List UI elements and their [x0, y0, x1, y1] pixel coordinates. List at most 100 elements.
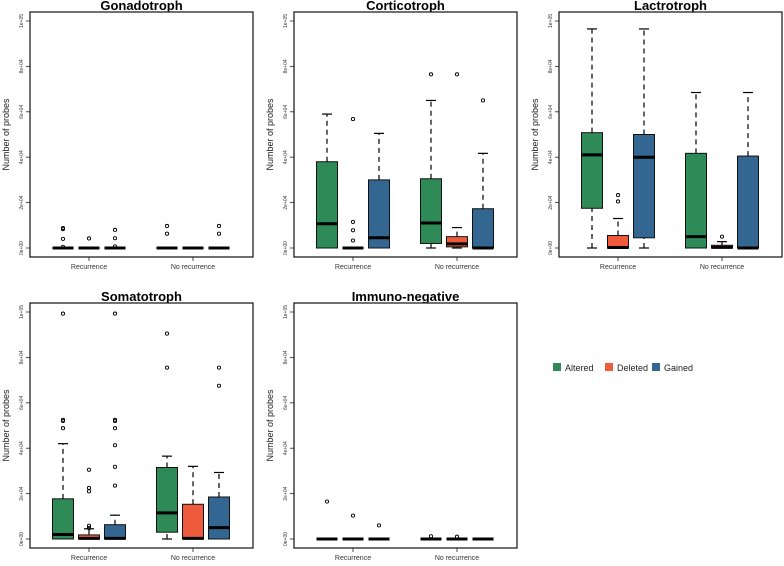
iqr-box: [182, 503, 204, 540]
box-gained: [104, 227, 126, 250]
x-tick-label: Recurrence: [335, 264, 371, 271]
x-tick-label: No recurrence: [435, 264, 479, 271]
outlier-point: [216, 365, 222, 370]
iqr-box: [52, 498, 74, 540]
panel-immuno-negative: Immuno-negative Number of probes 0e+00 2e+0…: [265, 289, 518, 562]
panel-lactrotroph: Lactrotroph Number of probes 0e+00 2e+04 4e+…: [530, 0, 783, 271]
outlier-point: [86, 485, 92, 490]
outlier-point: [428, 534, 434, 539]
y-tick-label: 6e+04: [283, 105, 289, 119]
outlier-point: [615, 193, 621, 198]
y-tick-label: 8e+04: [19, 59, 25, 73]
box-gained: [368, 523, 390, 541]
outlier-point: [350, 228, 356, 233]
box-altered: [420, 534, 442, 541]
outlier-point: [428, 72, 434, 77]
box-deleted: [342, 513, 364, 541]
panel-title: Somatotroph: [101, 289, 182, 304]
y-tick-label: 0e+00: [283, 532, 289, 546]
iqr-box: [685, 152, 707, 249]
outlier-point: [112, 418, 118, 424]
y-tick-label: 6e+04: [283, 396, 289, 410]
box-altered: [52, 311, 74, 540]
box-deleted: [711, 234, 733, 249]
outlier-point: [350, 117, 356, 122]
box-deleted: [607, 193, 629, 250]
box-deleted: [78, 236, 100, 250]
box-deleted: [342, 117, 364, 250]
y-tick-label: 0e+00: [19, 241, 25, 255]
plot-frame: [29, 302, 254, 549]
outlier-point: [86, 523, 92, 528]
outlier-point: [112, 227, 118, 232]
y-tick-label: 1e+05: [19, 14, 25, 28]
panel-title: Immuno-negative: [352, 289, 460, 304]
y-axis-label: Number of probes: [1, 98, 11, 171]
legend-swatch-altered: [553, 363, 561, 371]
y-tick-label: 2e+04: [19, 195, 25, 209]
outlier-point: [112, 244, 118, 249]
box-altered: [52, 225, 74, 250]
iqr-box: [472, 208, 494, 249]
y-tick-label: 8e+04: [283, 350, 289, 364]
plot-frame: [29, 11, 254, 258]
box-altered: [420, 72, 442, 249]
y-tick-label: 2e+04: [283, 195, 289, 209]
iqr-box: [368, 179, 390, 249]
box-altered: [156, 223, 178, 250]
box-altered: [156, 331, 178, 540]
iqr-box: [581, 132, 603, 209]
outlier-point: [112, 236, 118, 241]
x-tick-label: No recurrence: [171, 264, 215, 271]
box-altered: [316, 113, 338, 249]
outlier-point: [216, 383, 222, 388]
panel-gonadotroph: Gonadotroph Number of probes 0e+00 2e+04 4e+…: [1, 0, 254, 271]
y-tick-label: 4e+04: [283, 150, 289, 164]
y-tick-label: 8e+04: [19, 350, 25, 364]
iqr-box: [633, 134, 655, 239]
legend-swatch-deleted: [605, 363, 613, 371]
box-altered: [685, 91, 707, 249]
box-gained: [104, 311, 126, 540]
outlier-point: [376, 523, 382, 528]
legend-label: Altered: [565, 363, 594, 373]
outlier-point: [86, 236, 92, 241]
outlier-point: [350, 219, 356, 224]
outlier-point: [324, 499, 330, 504]
plot-frame: [293, 302, 518, 549]
y-tick-label: 2e+04: [548, 195, 554, 209]
outlier-point: [60, 227, 66, 232]
plot-frame: [293, 11, 518, 258]
outlier-point: [60, 236, 66, 241]
panel-somatotroph: Somatotroph Number of probes 0e+00 2e+04 4e+…: [1, 289, 254, 562]
legend-label: Deleted: [617, 363, 648, 373]
y-tick-label: 2e+04: [19, 486, 25, 500]
outlier-point: [60, 244, 66, 249]
box-gained: [208, 365, 230, 540]
outlier-point: [216, 231, 222, 236]
outlier-point: [60, 426, 66, 431]
outlier-point: [112, 443, 118, 448]
y-tick-label: 4e+04: [19, 441, 25, 455]
y-axis-label: Number of probes: [265, 98, 275, 171]
outlier-point: [86, 526, 92, 531]
outlier-point: [112, 426, 118, 431]
outlier-point: [60, 311, 66, 316]
y-axis-label: Number of probes: [530, 98, 540, 171]
y-tick-label: 1e+05: [283, 305, 289, 319]
box-gained: [633, 28, 655, 249]
outlier-point: [454, 72, 460, 77]
y-tick-label: 1e+05: [19, 305, 25, 319]
x-tick-label: Recurrence: [71, 264, 107, 271]
outlier-point: [350, 513, 356, 518]
y-tick-label: 8e+04: [548, 59, 554, 73]
outlier-point: [86, 467, 92, 472]
x-tick-label: No recurrence: [435, 555, 479, 562]
y-tick-label: 0e+00: [19, 532, 25, 546]
x-tick-label: Recurrence: [71, 555, 107, 562]
y-tick-label: 1e+05: [283, 14, 289, 28]
box-gained: [368, 132, 390, 249]
outlier-point: [615, 199, 621, 204]
outlier-point: [60, 418, 66, 424]
x-tick-label: Recurrence: [600, 264, 636, 271]
